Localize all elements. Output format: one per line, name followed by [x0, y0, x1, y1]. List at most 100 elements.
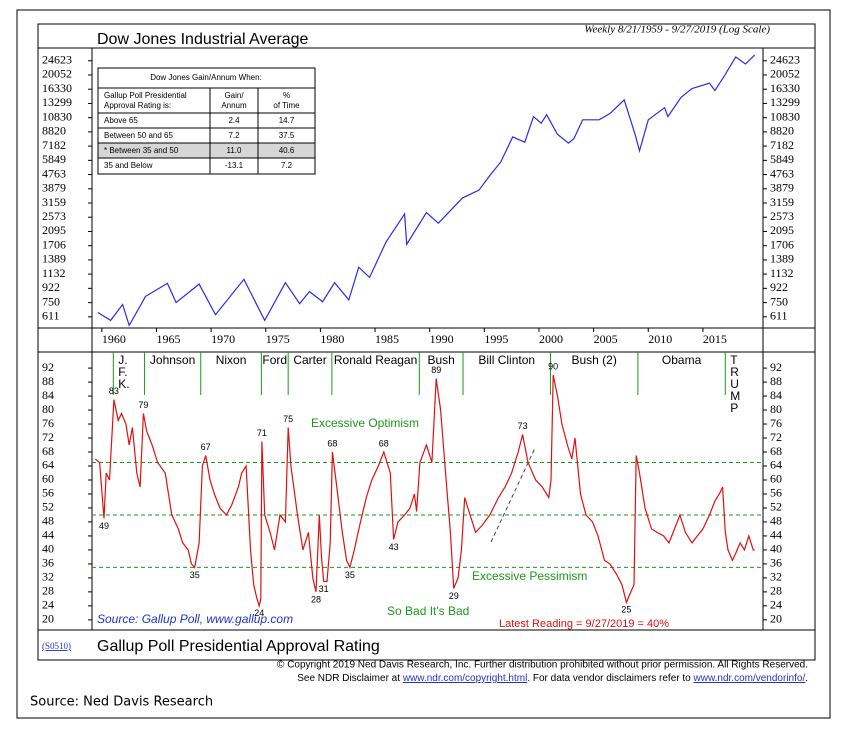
- copyright: © Copyright 2019 Ned Davis Research, Inc…: [277, 660, 808, 671]
- x-tick-label: 1960: [102, 332, 126, 346]
- y-tick-label: 84: [42, 388, 54, 402]
- x-tick-label: 1995: [484, 332, 508, 346]
- president-label: U: [730, 377, 739, 391]
- table-cell: 7.2: [228, 131, 240, 140]
- annotation: Excessive Optimism: [311, 416, 419, 430]
- y-tick-label: 2573: [42, 209, 66, 223]
- table-header: %: [283, 91, 290, 100]
- y-tick-label: 88: [42, 374, 54, 388]
- y-tick-label: 3879: [42, 181, 66, 195]
- annotation: So Bad It's Bad: [387, 604, 469, 618]
- president-label: R: [730, 365, 739, 379]
- source: Source: Ned Davis Research: [30, 695, 213, 710]
- president-label: Johnson: [150, 353, 195, 367]
- value-label: 31: [319, 584, 329, 594]
- table-cell: Above 65: [104, 116, 138, 125]
- y-tick-label: 13299: [770, 95, 800, 109]
- table-cell: * Between 35 and 50: [104, 146, 179, 155]
- chart-title: Dow Jones Industrial Average: [97, 31, 308, 48]
- x-tick-label: 2015: [703, 332, 727, 346]
- value-label: 43: [389, 542, 399, 552]
- trend-line: [490, 447, 536, 543]
- y-tick-label: 1389: [770, 252, 794, 266]
- frame: [37, 23, 816, 661]
- president-label: J.: [118, 353, 127, 367]
- y-tick-label: 3879: [770, 181, 794, 195]
- table-cell: 11.0: [227, 146, 243, 155]
- y-tick-label: 1706: [42, 237, 66, 251]
- y-tick-label: 44: [42, 528, 54, 542]
- text-part: .: [805, 673, 808, 684]
- president-label: Bush (2): [571, 353, 616, 367]
- y-tick-label: 52: [770, 500, 782, 514]
- y-tick-label: 16330: [42, 81, 72, 95]
- chart-subtitle: Weekly 8/21/1959 - 9/27/2019 (Log Scale): [584, 24, 770, 36]
- president-label: M: [730, 389, 740, 403]
- value-label: 25: [621, 605, 631, 615]
- value-label: 35: [190, 570, 200, 580]
- value-label: 73: [518, 421, 528, 431]
- y-tick-label: 52: [42, 500, 54, 514]
- president-label: Ford: [262, 353, 287, 367]
- y-tick-label: 13299: [42, 95, 72, 109]
- y-tick-label: 20052: [42, 67, 72, 81]
- y-tick-label: 88: [770, 374, 782, 388]
- chart-code: (S0510): [42, 641, 71, 651]
- table-header: Gallup Poll Presidential: [104, 91, 187, 100]
- y-tick-label: 68: [42, 444, 54, 458]
- annotation: Excessive Pessimism: [472, 569, 587, 583]
- table-cell: 2.4: [228, 116, 240, 125]
- annotation: Latest Reading = 9/27/2019 = 40%: [499, 618, 669, 630]
- value-label: 28: [311, 594, 321, 604]
- value-label: 68: [379, 438, 389, 448]
- y-tick-label: 72: [42, 430, 54, 444]
- y-tick-label: 10830: [770, 109, 800, 123]
- value-label: 24: [254, 608, 264, 618]
- value-label: 89: [431, 365, 441, 375]
- table-header: Gain/: [224, 91, 244, 100]
- row-highlight: [98, 143, 315, 158]
- stats-table: Dow Jones Gain/Annum When: Gallup Poll Pr…: [97, 67, 316, 175]
- value-label: 75: [283, 414, 293, 424]
- y-tick-label: 76: [42, 416, 54, 430]
- y-tick-label: 611: [42, 309, 60, 323]
- x-tick-label: 1965: [156, 332, 180, 346]
- table-cell: 14.7: [279, 116, 295, 125]
- value-label: 67: [201, 442, 211, 452]
- y-tick-label: 84: [770, 388, 782, 402]
- table-cell: 40.6: [279, 146, 295, 155]
- president-label: Nixon: [216, 353, 247, 367]
- value-label: 90: [548, 361, 558, 371]
- president-label: Ronald Reagan: [334, 353, 417, 367]
- y-tick-label: 3159: [42, 195, 66, 209]
- x-tick-label: 1985: [375, 332, 399, 346]
- president-label: P: [730, 401, 738, 415]
- y-tick-label: 20052: [770, 67, 800, 81]
- value-label: 79: [138, 400, 148, 410]
- y-tick-label: 56: [770, 486, 782, 500]
- y-tick-label: 1706: [770, 237, 794, 251]
- text-part: . For data vendor disclaimers refer to: [527, 673, 693, 684]
- y-tick-label: 72: [770, 430, 782, 444]
- y-tick-label: 92: [42, 360, 54, 374]
- y-tick-label: 750: [42, 294, 60, 308]
- value-label: 49: [99, 521, 109, 531]
- y-tick-label: 40: [770, 542, 782, 556]
- x-tick-label: 1975: [266, 332, 290, 346]
- y-tick-label: 5849: [770, 152, 794, 166]
- y-tick-label: 28: [42, 584, 54, 598]
- y-tick-label: 4763: [770, 166, 794, 180]
- data-line: [94, 374, 755, 609]
- y-tick-label: 48: [42, 514, 54, 528]
- x-tick-label: 1990: [430, 332, 454, 346]
- y-tick-label: 68: [770, 444, 782, 458]
- y-tick-label: 28: [770, 584, 782, 598]
- y-tick-label: 3159: [770, 195, 794, 209]
- y-tick-label: 5849: [42, 152, 66, 166]
- y-tick-label: 16330: [770, 81, 800, 95]
- y-tick-label: 20: [42, 612, 54, 626]
- president-label: Carter: [293, 353, 326, 367]
- y-tick-label: 60: [42, 472, 54, 486]
- y-tick-label: 60: [770, 472, 782, 486]
- table-title: Dow Jones Gain/Annum When:: [150, 73, 262, 82]
